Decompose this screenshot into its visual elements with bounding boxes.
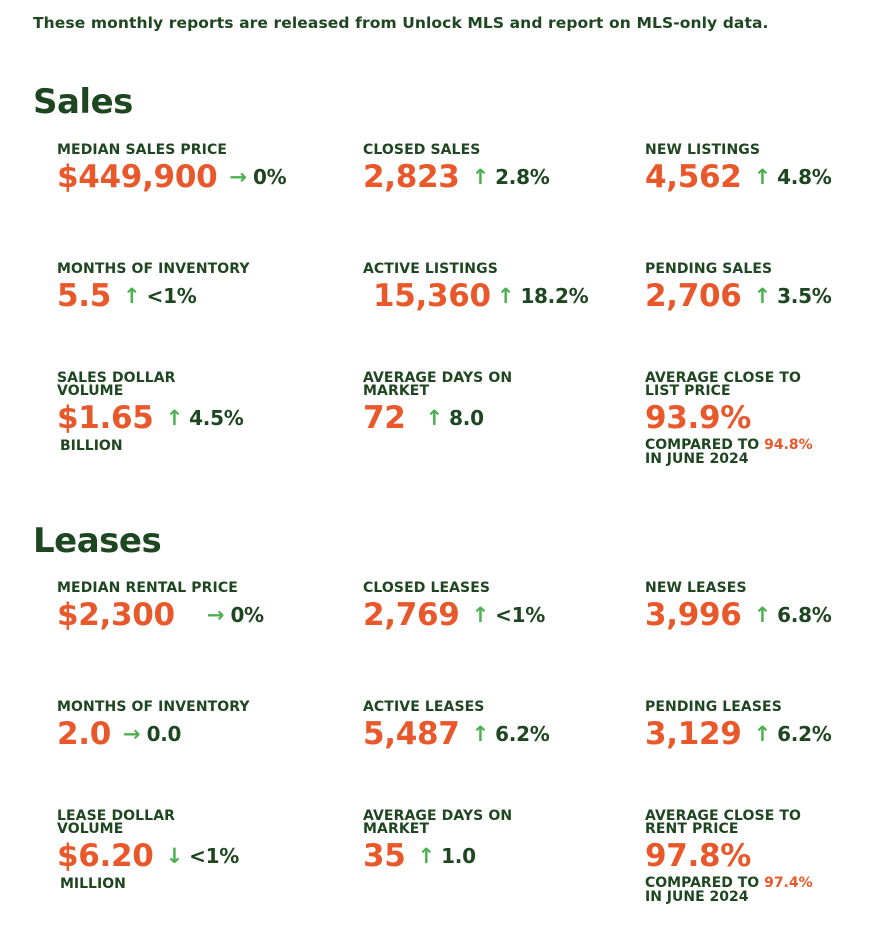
sales-days-on-market: AVERAGE DAYS ON MARKET 72 ↑ 8.0 [363,370,513,438]
metric-change: 2.8% [495,165,550,189]
metric-change: 4.5% [189,406,244,430]
metric-value: 93.9% [645,400,752,436]
metric-label: MONTHS OF INVENTORY [57,261,250,277]
sales-dollar-volume: SALES DOLLAR VOLUME $1.65 ↑ 4.5% BILLION [57,370,244,454]
sales-close-to-list: AVERAGE CLOSE TO LIST PRICE 93.9% COMPAR… [645,370,813,467]
metric-label: PENDING SALES [645,261,773,277]
metric-value: $1.65 [57,400,154,436]
compare-note: COMPARED TO 94.8% IN JUNE 2024 [645,437,813,467]
metric-change: <1% [146,284,197,308]
metric-value: 97.8% [645,838,752,874]
metric-change: 3.5% [777,284,832,308]
metric-value: 15,360 [373,278,491,314]
metric-change: 1.0 [441,844,476,868]
metric-value: 2,823 [363,159,460,195]
sales-heading: Sales [33,82,133,122]
metric-value: 2,769 [363,597,460,633]
metric-unit: MILLION [60,876,126,892]
metric-change: <1% [495,603,545,627]
leases-dollar-volume: LEASE DOLLAR VOLUME $6.20 ↓ <1% MILLION [57,808,239,892]
metric-value: 72 [363,400,406,436]
arrow-up-icon: ↑ [753,603,772,627]
leases-new-leases: NEW LEASES 3,996 ↑ 6.8% [645,580,832,635]
sales-new-listings: NEW LISTINGS 4,562 ↑ 4.8% [645,142,832,197]
leases-months-inventory: MONTHS OF INVENTORY 2.0 → 0.0 [57,699,250,754]
leases-median-price: MEDIAN RENTAL PRICE $2,300 → 0% [57,580,264,635]
arrow-up-icon: ↑ [425,406,444,430]
metric-value: 5.5 [57,278,112,314]
arrow-up-icon: ↑ [753,722,772,746]
arrow-up-icon: ↑ [123,284,141,308]
intro-text: These monthly reports are released from … [33,14,769,32]
metric-value: 2.0 [57,716,112,752]
metric-label: ACTIVE LISTINGS [363,261,498,277]
sales-closed: CLOSED SALES 2,823 ↑ 2.8% [363,142,550,197]
metric-label: MONTHS OF INVENTORY [57,699,250,715]
leases-heading: Leases [33,521,162,561]
leases-close-to-rent: AVERAGE CLOSE TO RENT PRICE 97.8% COMPAR… [645,808,813,905]
metric-change: 4.8% [777,165,832,189]
leases-pending: PENDING LEASES 3,129 ↑ 6.2% [645,699,832,754]
metric-value: $2,300 [57,597,175,633]
arrow-up-icon: ↑ [471,722,490,746]
arrow-right-icon: → [206,603,225,627]
metric-unit: BILLION [60,438,123,454]
metric-label: CLOSED SALES [363,142,481,158]
leases-days-on-market: AVERAGE DAYS ON MARKET 35 ↑ 1.0 [363,808,513,876]
metric-label: NEW LISTINGS [645,142,761,158]
metric-change: 0.0 [146,722,182,746]
metric-value: $449,900 [57,159,218,195]
arrow-up-icon: ↑ [753,165,772,189]
metric-change: 6.8% [777,603,832,627]
metric-change: 6.2% [495,722,550,746]
metric-change: 8.0 [449,406,484,430]
arrow-up-icon: ↑ [471,165,490,189]
arrow-up-icon: ↑ [165,406,184,430]
metric-value: 2,706 [645,278,742,314]
metric-label: AVERAGE CLOSE TO RENT PRICE [645,808,801,837]
leases-active: ACTIVE LEASES 5,487 ↑ 6.2% [363,699,550,754]
metric-value: 4,562 [645,159,742,195]
metric-label: ACTIVE LEASES [363,699,485,715]
metric-change: 0% [252,165,287,189]
metric-label: LEASE DOLLAR VOLUME [57,808,176,837]
metric-change: 18.2% [520,284,589,308]
metric-value: $6.20 [57,838,154,874]
sales-median-price: MEDIAN SALES PRICE $449,900 → 0% [57,142,287,197]
arrow-right-icon: → [229,165,247,189]
metric-value: 35 [363,838,406,874]
sales-pending: PENDING SALES 2,706 ↑ 3.5% [645,261,832,316]
compare-note: COMPARED TO 97.4% IN JUNE 2024 [645,875,813,905]
sales-months-inventory: MONTHS OF INVENTORY 5.5 ↑ <1% [57,261,250,316]
metric-label: AVERAGE DAYS ON MARKET [363,370,513,399]
metric-change: 0% [230,603,264,627]
metric-label: AVERAGE CLOSE TO LIST PRICE [645,370,801,399]
metric-label: CLOSED LEASES [363,580,491,596]
arrow-up-icon: ↑ [417,844,436,868]
metric-label: SALES DOLLAR VOLUME [57,370,176,399]
arrow-up-icon: ↑ [496,284,515,308]
metric-value: 3,129 [645,716,742,752]
metric-value: 3,996 [645,597,742,633]
arrow-down-icon: ↓ [165,844,184,868]
arrow-up-icon: ↑ [471,603,490,627]
metric-label: PENDING LEASES [645,699,782,715]
arrow-up-icon: ↑ [753,284,772,308]
metric-label: NEW LEASES [645,580,747,596]
metric-label: MEDIAN RENTAL PRICE [57,580,238,596]
arrow-right-icon: → [123,722,141,746]
metric-label: AVERAGE DAYS ON MARKET [363,808,513,837]
sales-active-listings: ACTIVE LISTINGS 15,360 ↑ 18.2% [363,261,589,316]
metric-value: 5,487 [363,716,460,752]
metric-label: MEDIAN SALES PRICE [57,142,227,158]
metric-change: <1% [189,844,239,868]
leases-closed: CLOSED LEASES 2,769 ↑ <1% [363,580,545,635]
metric-change: 6.2% [777,722,832,746]
